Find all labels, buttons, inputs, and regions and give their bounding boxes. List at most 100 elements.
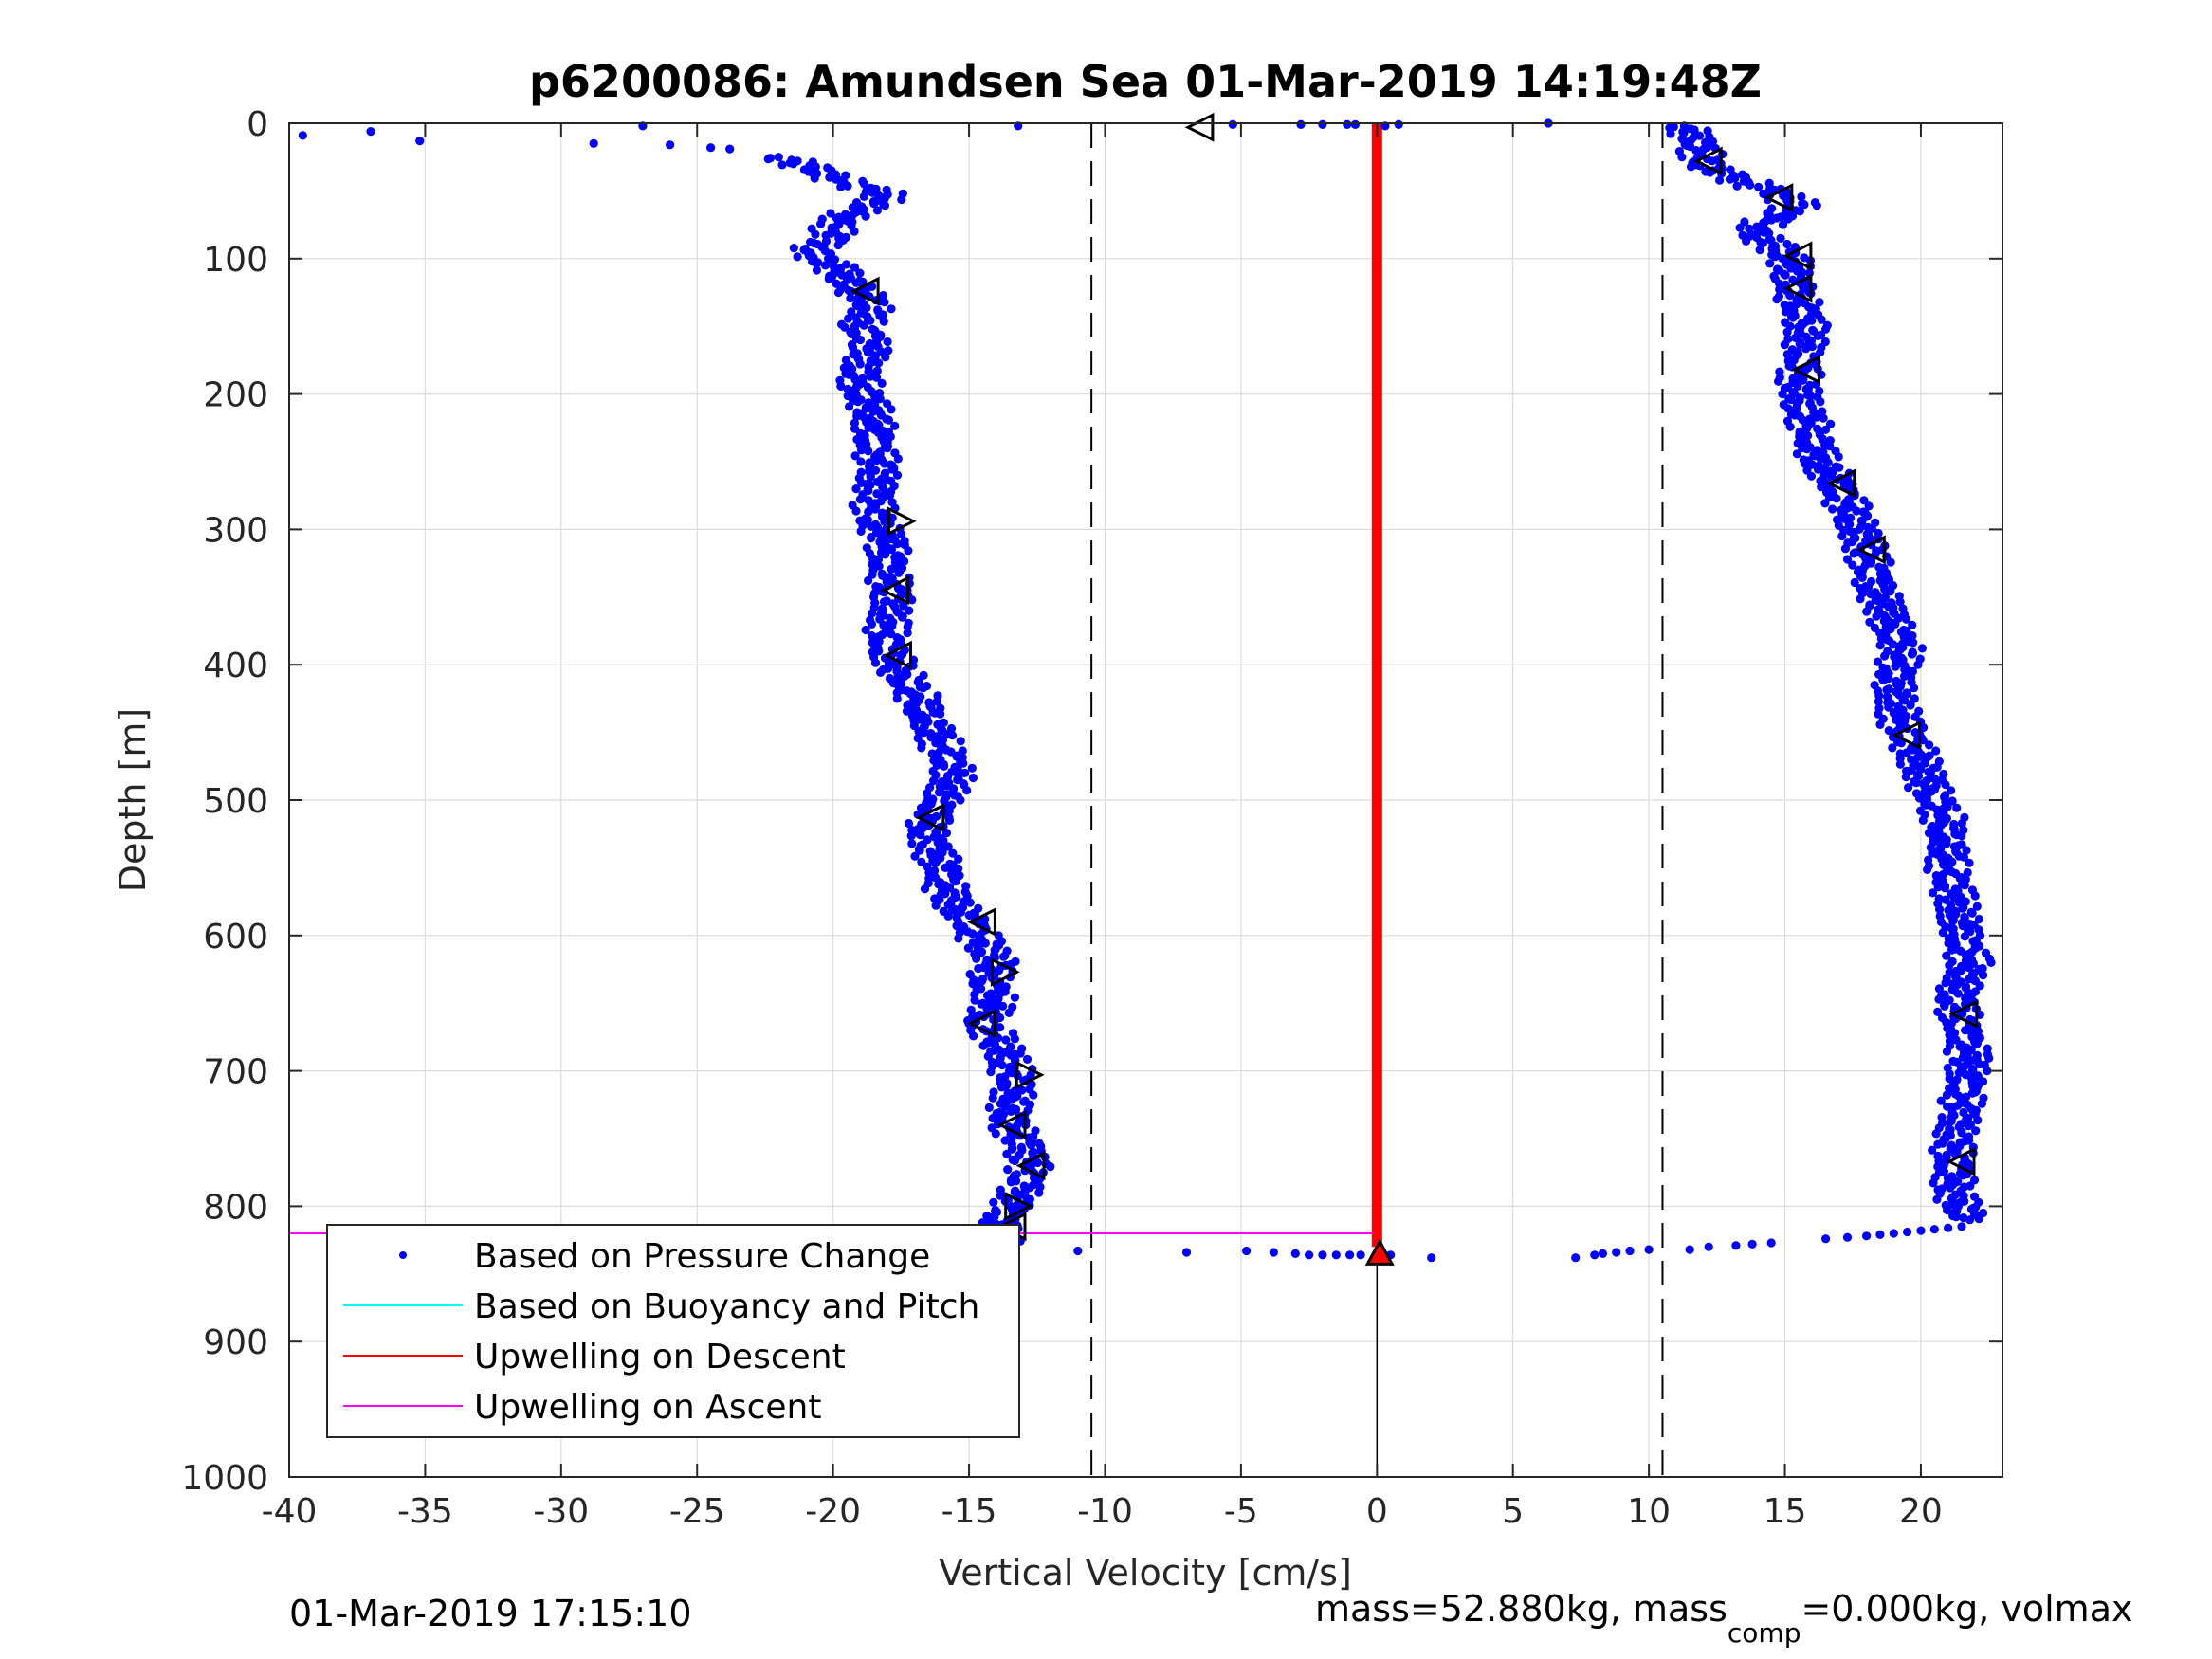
x-axis-label: Vertical Velocity [cm/s]: [939, 1552, 1352, 1594]
data-point: [1986, 957, 1996, 968]
data-point: [1952, 803, 1962, 812]
bottom-marker: [1364, 1238, 1395, 1266]
triangle-marker: [1826, 468, 1856, 499]
data-point: [880, 201, 890, 210]
data-point: [1800, 200, 1809, 210]
data-point: [1913, 771, 1924, 781]
data-point: [887, 564, 896, 574]
data-point: [1766, 1238, 1776, 1248]
data-point: [1350, 119, 1360, 129]
data-point: [1909, 684, 1919, 693]
data-point: [1807, 460, 1817, 469]
data-point: [1001, 1035, 1011, 1045]
data-point: [1812, 412, 1821, 422]
data-point: [1598, 1249, 1607, 1258]
data-point: [986, 1067, 996, 1077]
data-point: [1884, 702, 1893, 712]
data-point: [852, 411, 862, 421]
data-point: [1875, 1230, 1885, 1239]
triangle-marker: [1856, 535, 1886, 565]
data-point: [1975, 981, 1984, 991]
data-point: [1983, 1066, 1992, 1076]
data-point: [820, 261, 831, 270]
data-point: [1972, 1039, 1982, 1048]
data-point: [1886, 587, 1895, 596]
data-point: [816, 219, 826, 228]
data-point: [1970, 891, 1980, 901]
triangle-marker: [967, 907, 996, 937]
data-point: [1800, 459, 1809, 468]
data-point: [941, 781, 951, 791]
data-point: [415, 137, 425, 146]
data-point: [1778, 220, 1788, 229]
data-point: [1725, 174, 1735, 184]
data-point: [906, 831, 916, 841]
data-point: [1780, 340, 1789, 350]
data-point: [1820, 425, 1831, 434]
footer-timestamp: 01-Mar-2019 17:15:10: [289, 1593, 692, 1634]
y-tick-label: 1000: [181, 1459, 268, 1498]
data-point: [1792, 449, 1801, 459]
data-point: [1745, 224, 1754, 233]
data-point: [1746, 180, 1755, 190]
data-point: [366, 127, 375, 137]
data-point: [1957, 1222, 1966, 1231]
data-point: [1181, 1248, 1192, 1257]
data-point: [1754, 182, 1764, 191]
y-axis-label: Depth [m]: [112, 708, 154, 893]
data-point: [1820, 499, 1830, 508]
y-tick-label: 700: [203, 1053, 268, 1092]
data-point: [887, 405, 896, 414]
triangle-marker: [1782, 273, 1813, 303]
data-point: [1874, 697, 1883, 706]
data-point: [1290, 1249, 1300, 1258]
data-point: [904, 818, 914, 829]
data-point: [1973, 1116, 1983, 1125]
data-point: [864, 447, 873, 456]
data-point: [1960, 881, 1969, 890]
data-point: [1967, 1088, 1977, 1098]
data-point: [1938, 928, 1947, 938]
data-point: [812, 259, 821, 268]
data-point: [940, 761, 949, 771]
data-point: [1947, 945, 1957, 955]
data-point: [881, 550, 890, 559]
data-point: [1802, 423, 1812, 432]
data-point: [948, 848, 958, 858]
data-point: [867, 609, 877, 618]
data-point: [881, 353, 890, 362]
data-point: [1242, 1246, 1252, 1256]
data-point: [907, 595, 917, 605]
data-point: [1957, 831, 1966, 841]
data-point: [1888, 743, 1897, 753]
data-point: [1873, 657, 1883, 666]
data-point: [892, 694, 902, 703]
y-tick-label: 900: [203, 1323, 268, 1362]
data-point: [1960, 932, 1969, 941]
data-point: [876, 667, 886, 678]
data-point: [1318, 119, 1327, 129]
data-point: [917, 743, 926, 753]
data-point: [1957, 818, 1966, 829]
data-point: [995, 965, 1004, 975]
data-point: [874, 358, 884, 368]
data-point: [877, 378, 887, 388]
data-point: [947, 731, 958, 740]
data-point: [850, 227, 859, 236]
triangle-marker: [1791, 355, 1820, 385]
data-point: [851, 506, 861, 516]
data-point: [1958, 903, 1967, 913]
data-point: [893, 454, 903, 464]
data-point: [1907, 649, 1917, 659]
data-point: [974, 963, 983, 974]
data-point: [915, 846, 924, 855]
data-point: [970, 995, 979, 1005]
data-point: [1715, 175, 1725, 185]
data-point: [1936, 820, 1946, 830]
data-point: [1832, 494, 1841, 503]
data-point: [298, 131, 307, 140]
data-point: [1942, 839, 1951, 848]
data-point: [1345, 1250, 1355, 1260]
data-point: [946, 747, 956, 757]
data-point: [1002, 1149, 1012, 1158]
